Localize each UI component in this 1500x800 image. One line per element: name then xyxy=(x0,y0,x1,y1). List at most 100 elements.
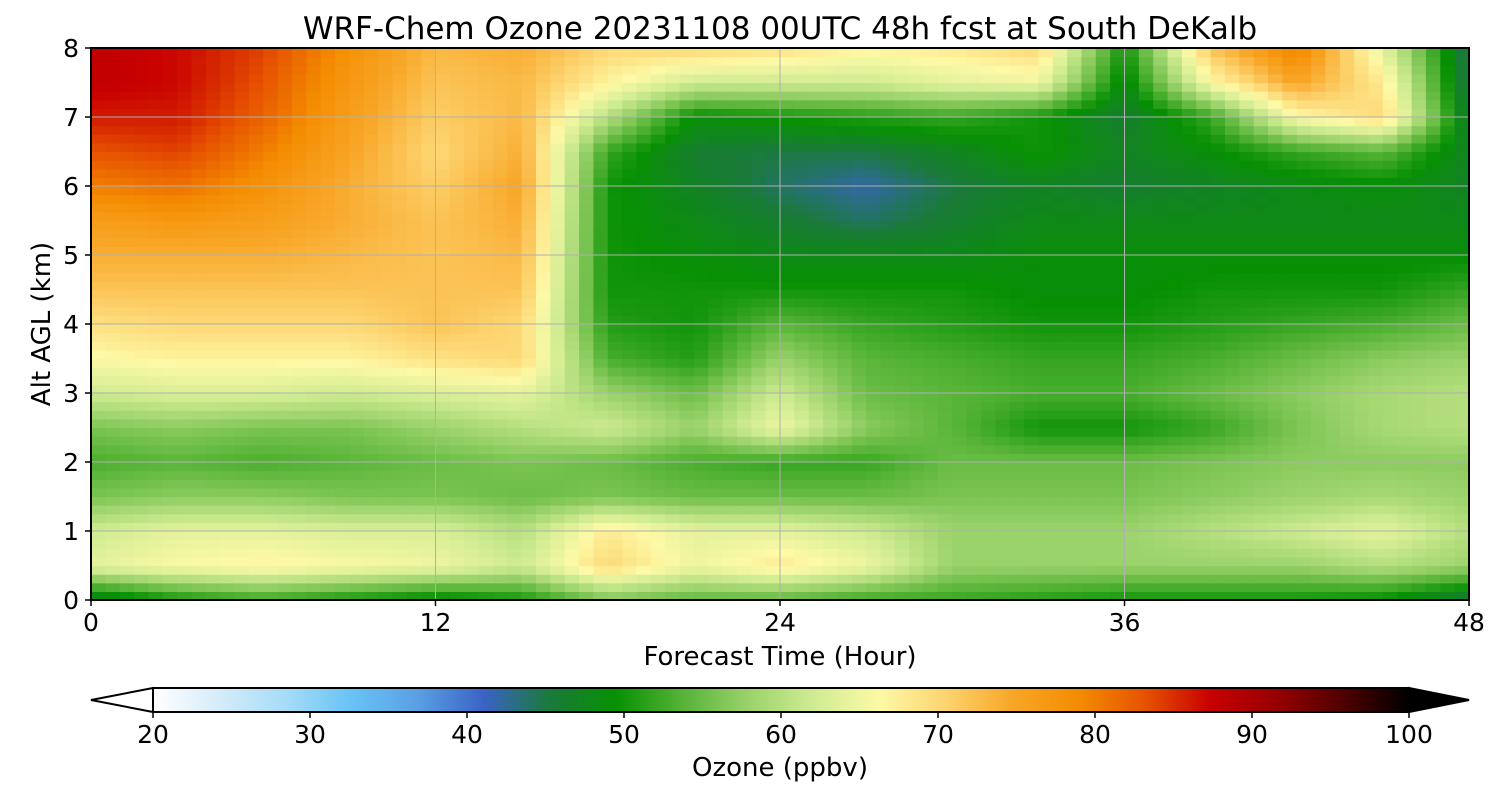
heatmap-cell xyxy=(205,186,221,196)
heatmap-cell xyxy=(291,522,307,532)
heatmap-cell xyxy=(1196,203,1212,213)
heatmap-cell xyxy=(851,315,867,325)
heatmap-cell xyxy=(1196,505,1212,515)
heatmap-cell xyxy=(507,160,523,170)
heatmap-cell xyxy=(622,194,638,204)
heatmap-cell xyxy=(1110,522,1126,532)
heatmap-cell xyxy=(880,237,896,247)
heatmap-cell xyxy=(1296,384,1312,394)
heatmap-cell xyxy=(1181,186,1197,196)
heatmap-cell xyxy=(1067,427,1083,437)
heatmap-cell xyxy=(650,177,666,187)
heatmap-cell xyxy=(392,160,408,170)
heatmap-cell xyxy=(492,237,508,247)
heatmap-cell xyxy=(980,177,996,187)
heatmap-cell xyxy=(866,427,882,437)
heatmap-cell xyxy=(1440,436,1456,446)
heatmap-cell xyxy=(234,177,250,187)
heatmap-cell xyxy=(1067,280,1083,291)
heatmap-cell xyxy=(1067,565,1083,575)
heatmap-cell xyxy=(1095,186,1111,196)
heatmap-cell xyxy=(191,211,207,222)
heatmap-cell xyxy=(1311,315,1327,325)
heatmap-cell xyxy=(1110,220,1126,230)
heatmap-cell xyxy=(937,479,953,489)
heatmap-cell xyxy=(837,548,853,558)
heatmap-cell xyxy=(995,384,1011,394)
heatmap-cell xyxy=(1454,280,1469,291)
heatmap-cell xyxy=(1325,470,1341,480)
heatmap-cell xyxy=(134,142,150,153)
heatmap-cell xyxy=(607,591,623,600)
heatmap-cell xyxy=(1440,582,1456,592)
heatmap-cell xyxy=(636,462,652,472)
heatmap-cell xyxy=(679,565,695,575)
heatmap-cell xyxy=(722,487,738,498)
heatmap-cell xyxy=(909,203,925,213)
heatmap-cell xyxy=(105,453,121,463)
heatmap-cell xyxy=(320,332,336,342)
heatmap-cell xyxy=(722,444,738,454)
heatmap-cell xyxy=(894,401,910,411)
heatmap-cell xyxy=(291,220,307,230)
heatmap-cell xyxy=(1325,298,1341,308)
heatmap-cell xyxy=(1196,194,1212,204)
heatmap-cell xyxy=(894,229,910,239)
heatmap-cell xyxy=(636,211,652,222)
heatmap-cell xyxy=(1382,453,1398,463)
heatmap-cell xyxy=(363,194,379,204)
heatmap-cell xyxy=(449,367,465,377)
heatmap-cell xyxy=(808,574,824,584)
heatmap-cell xyxy=(708,401,724,411)
heatmap-cell xyxy=(306,255,322,265)
heatmap-cell xyxy=(650,548,666,558)
heatmap-cell xyxy=(1397,220,1413,230)
heatmap-cell xyxy=(980,186,996,196)
heatmap-cell xyxy=(1397,332,1413,342)
heatmap-cell xyxy=(593,263,609,273)
heatmap-cell xyxy=(349,229,365,239)
heatmap-cell xyxy=(1311,289,1327,299)
heatmap-cell xyxy=(521,548,537,558)
heatmap-cell xyxy=(1124,289,1140,299)
heatmap-cell xyxy=(478,324,494,334)
heatmap-cell xyxy=(736,229,752,239)
heatmap-cell xyxy=(823,280,839,291)
heatmap-cell xyxy=(1253,315,1269,325)
heatmap-cell xyxy=(1425,556,1441,567)
heatmap-cell xyxy=(521,280,537,291)
heatmap-cell xyxy=(205,470,221,480)
heatmap-cell xyxy=(866,358,882,368)
heatmap-cell xyxy=(162,505,178,515)
heatmap-cell xyxy=(1440,453,1456,463)
heatmap-cell xyxy=(650,341,666,351)
heatmap-cell xyxy=(1181,306,1197,316)
heatmap-cell xyxy=(1138,272,1154,282)
heatmap-cell xyxy=(1181,263,1197,273)
heatmap-cell xyxy=(521,358,537,368)
heatmap-cell xyxy=(650,280,666,291)
heatmap-cell xyxy=(1296,341,1312,351)
heatmap-cell xyxy=(1368,496,1384,506)
heatmap-cell xyxy=(478,436,494,446)
heatmap-cell xyxy=(1411,332,1427,342)
heatmap-cell xyxy=(622,505,638,515)
heatmap-cell xyxy=(579,168,594,178)
heatmap-cell xyxy=(1196,410,1212,420)
heatmap-cell xyxy=(1081,522,1097,532)
heatmap-cell xyxy=(980,582,996,592)
heatmap-cell xyxy=(909,151,925,161)
heatmap-cell xyxy=(1354,160,1370,170)
heatmap-cell xyxy=(162,280,178,291)
heatmap-cell xyxy=(248,548,264,558)
heatmap-cell xyxy=(708,384,724,394)
heatmap-cell xyxy=(1009,315,1025,325)
heatmap-cell xyxy=(363,246,379,256)
heatmap-cell xyxy=(622,393,638,403)
heatmap-cell xyxy=(1153,160,1169,170)
heatmap-cell xyxy=(1325,315,1341,325)
heatmap-cell xyxy=(765,272,781,282)
heatmap-cell xyxy=(1181,427,1197,437)
heatmap-cell xyxy=(1210,237,1226,247)
